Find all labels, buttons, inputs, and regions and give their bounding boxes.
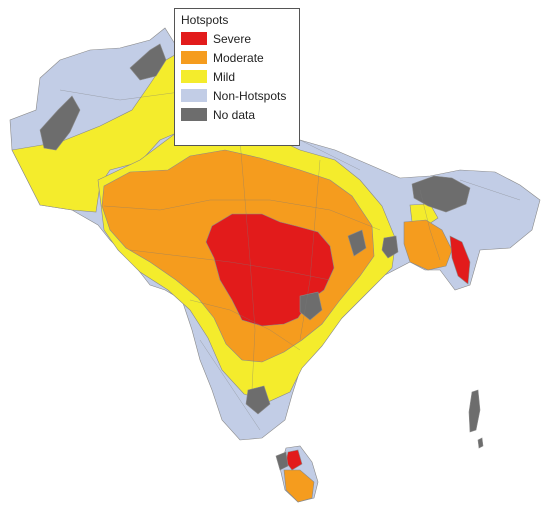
legend-item-severe: Severe: [181, 29, 293, 48]
region-nodata-srilanka: [275, 451, 289, 471]
region-nodata-south: [245, 385, 271, 415]
legend-label-non-hotspots: Non-Hotspots: [213, 88, 287, 103]
district-boundaries: [59, 89, 521, 431]
region-severe-east: [449, 235, 471, 285]
region-andaman-islands: [468, 389, 481, 433]
region-nodata-central-1: [299, 291, 323, 321]
legend-item-non-hotspots: Non-Hotspots: [181, 86, 293, 105]
region-moderate-sri-lanka: [283, 469, 315, 503]
region-nodata-east-bits: [381, 235, 399, 259]
legend-swatch-mild: [181, 70, 207, 83]
legend-label-no-data: No data: [213, 107, 256, 122]
region-island-dot-1: [477, 437, 484, 449]
legend-label-severe: Severe: [213, 31, 252, 46]
region-nodata-north: [39, 95, 81, 151]
region-moderate-east: [403, 219, 453, 271]
legend-label-moderate: Moderate: [213, 50, 264, 65]
legend-item-mild: Mild: [181, 67, 293, 86]
legend-swatch-severe: [181, 32, 207, 45]
legend-swatch-no-data: [181, 108, 207, 121]
region-nodata-northeast: [411, 175, 471, 213]
legend-title: Hotspots: [181, 13, 229, 27]
region-nodata-central-2: [347, 229, 367, 257]
map-legend: Hotspots Severe Moderate Mild Non-Hotspo…: [174, 8, 300, 146]
legend-item-no-data: No data: [181, 105, 293, 124]
legend-item-moderate: Moderate: [181, 48, 293, 67]
legend-label-mild: Mild: [213, 69, 236, 84]
region-nodata-north-2: [129, 43, 167, 81]
legend-swatch-non-hotspots: [181, 89, 207, 102]
legend-swatch-moderate: [181, 51, 207, 64]
